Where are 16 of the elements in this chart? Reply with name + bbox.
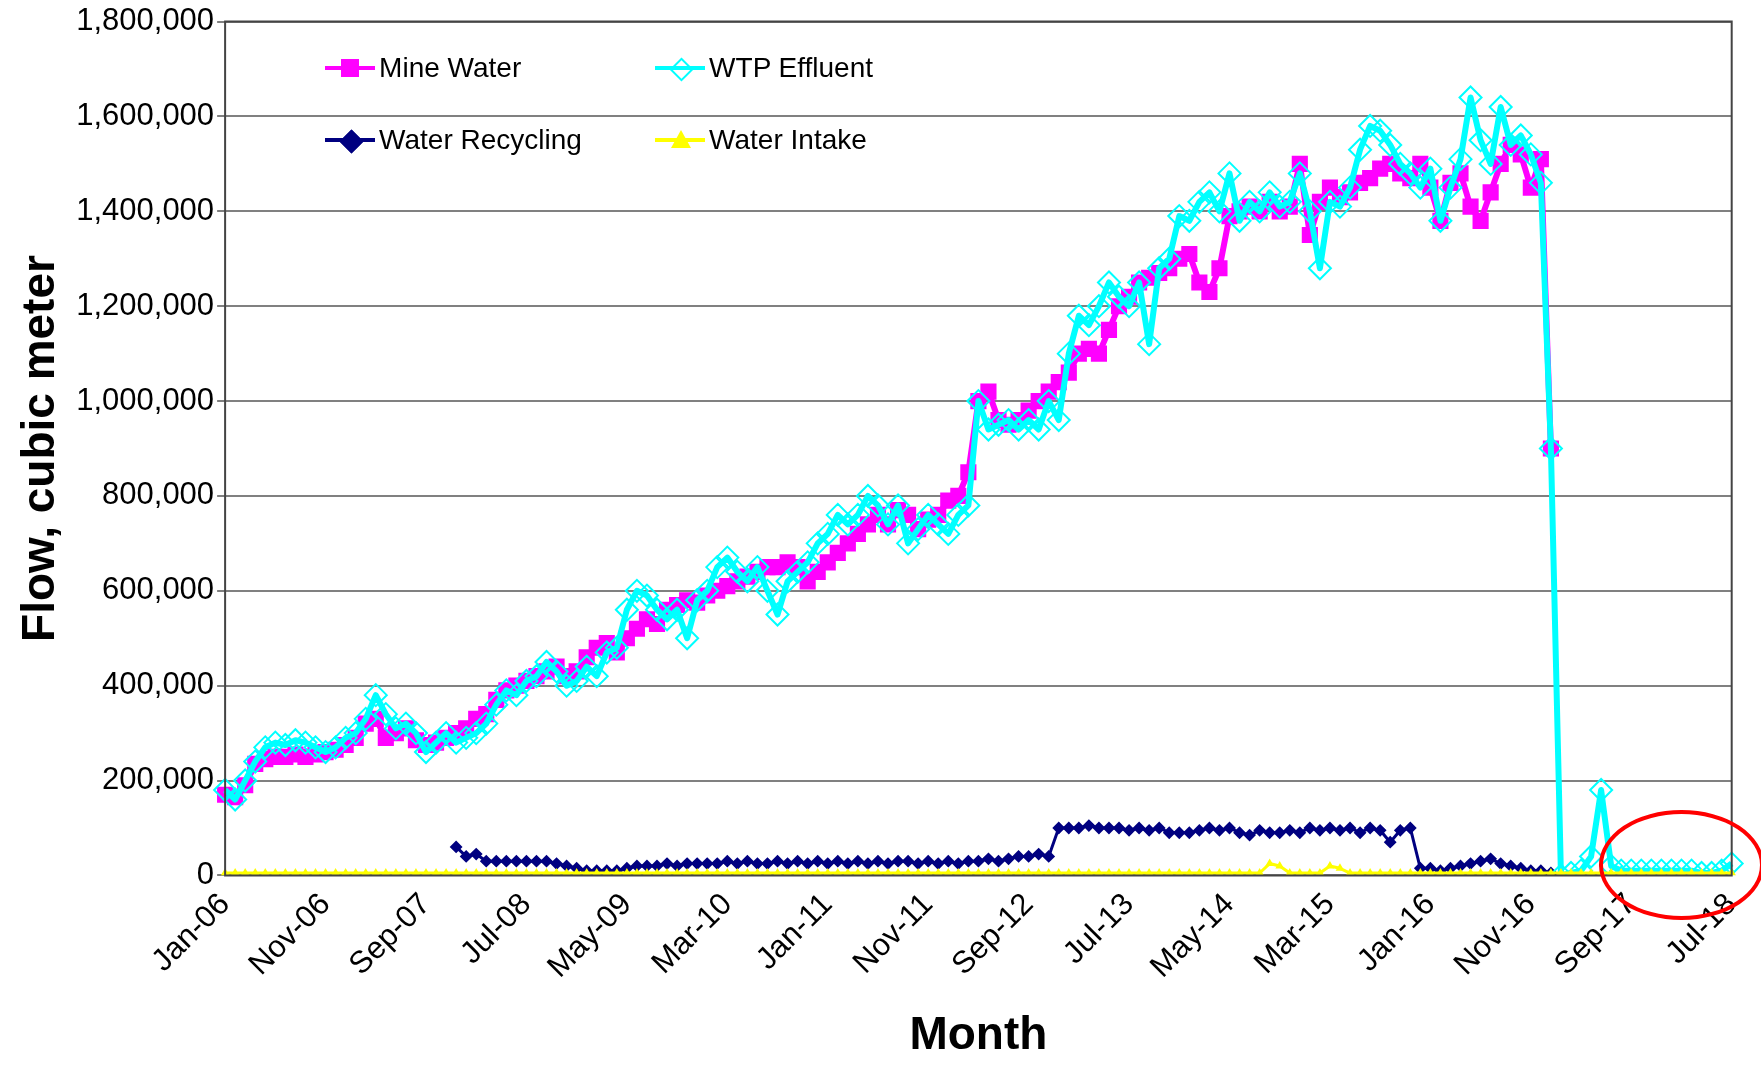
y-tick-label: 800,000	[102, 476, 215, 512]
y-tick-label: 1,400,000	[76, 191, 215, 227]
y-axis-title: Flow, cubic meter	[12, 254, 65, 642]
x-axis-title: Month	[909, 1007, 1048, 1060]
y-tick-label: 400,000	[102, 666, 215, 702]
legend-label: Mine Water	[379, 51, 522, 84]
legend-label: Water Recycling	[379, 123, 582, 156]
y-tick-label: 200,000	[102, 761, 215, 797]
y-tick-label: 600,000	[102, 571, 215, 607]
y-tick-label: 0	[196, 855, 215, 891]
y-tick-label: 1,200,000	[76, 286, 215, 322]
y-tick-label: 1,800,000	[76, 2, 215, 38]
legend-label: Water Intake	[709, 123, 867, 156]
y-tick-label: 1,600,000	[76, 97, 215, 133]
y-tick-label: 1,000,000	[76, 381, 215, 417]
legend-label: WTP Effluent	[709, 51, 874, 84]
